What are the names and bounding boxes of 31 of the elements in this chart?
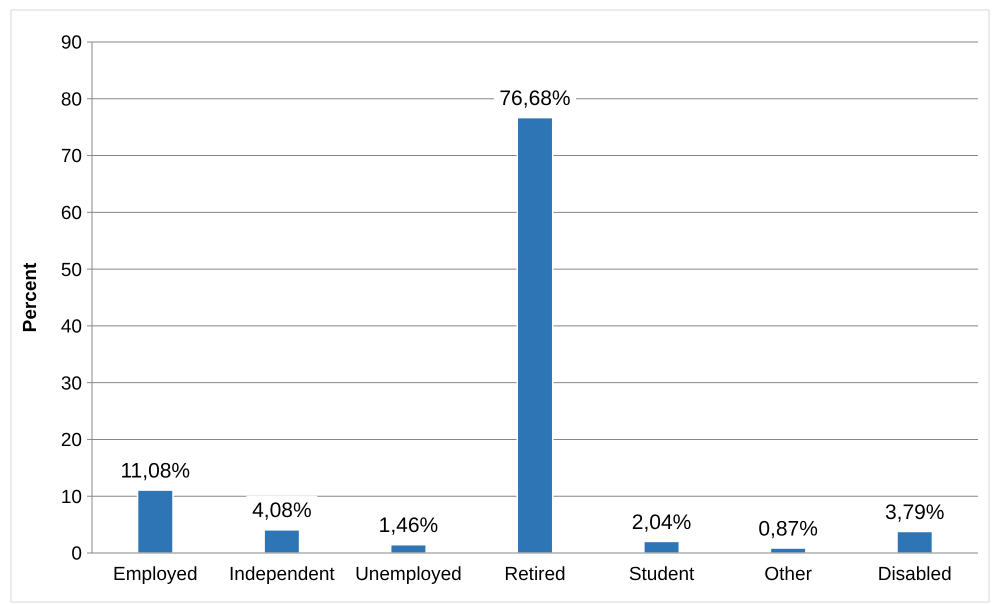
data-label: 3,79%	[884, 500, 944, 524]
data-label: 11,08%	[120, 459, 190, 482]
x-tick-label: Other	[764, 564, 813, 585]
x-tick-label: Independent	[229, 564, 336, 585]
data-label: 76,68%	[499, 86, 571, 110]
y-tick-label: 50	[60, 260, 82, 281]
y-tick-label: 30	[60, 373, 82, 394]
data-label: 4,08%	[252, 499, 312, 522]
y-tick-label: 80	[60, 89, 82, 110]
y-tick-label: 40	[60, 316, 82, 338]
x-tick-label: Disabled	[878, 564, 952, 585]
x-tick-label: Unemployed	[355, 564, 462, 585]
x-tick-label: Retired	[504, 564, 566, 585]
x-tick-label: Student	[628, 564, 696, 585]
x-tick-label: Employed	[113, 564, 198, 585]
bar	[516, 116, 554, 554]
bar	[643, 540, 680, 554]
data-label: 1,46%	[378, 514, 438, 538]
y-tick-label: 20	[60, 430, 82, 452]
bar	[136, 489, 174, 554]
data-label: 2,04%	[632, 510, 692, 534]
y-tick-label: 0	[71, 544, 82, 565]
y-tick-label: 90	[60, 32, 82, 54]
bar	[390, 544, 427, 554]
bar	[263, 529, 300, 554]
data-label: 0,87%	[758, 517, 818, 540]
y-axis-title: Percent	[20, 262, 41, 332]
y-tick-label: 60	[60, 202, 82, 224]
bar	[896, 530, 934, 554]
y-tick-label: 10	[60, 486, 82, 508]
y-tick-label: 70	[60, 146, 82, 168]
